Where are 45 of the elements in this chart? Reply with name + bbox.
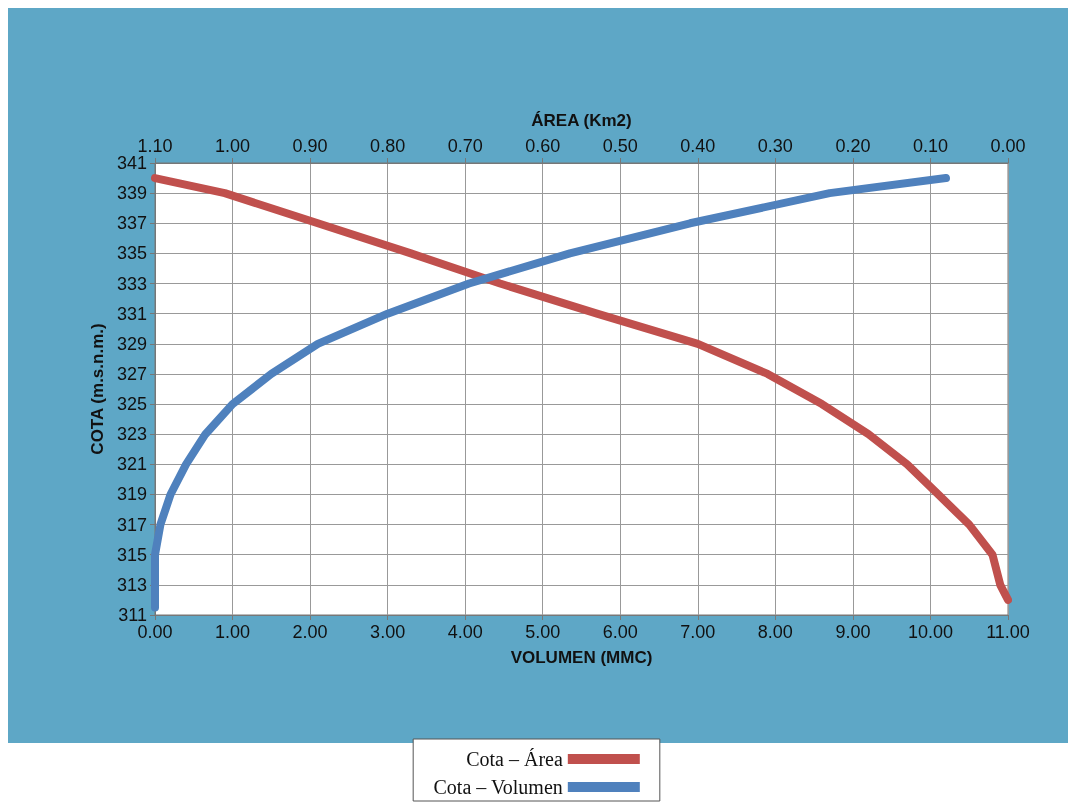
legend-label: Cota – Área: [466, 748, 563, 770]
x2-tick-label: 0.20: [835, 136, 871, 156]
x2-tick-label: 0.90: [292, 136, 328, 156]
x-tick-label: 0.00: [137, 622, 173, 642]
x2-axis-title: ÁREA (Km2): [531, 111, 632, 130]
x-axis-title: VOLUMEN (MMC): [510, 648, 653, 667]
x2-tick-label: 1.00: [215, 136, 251, 156]
x-tick-label: 10.00: [907, 622, 953, 642]
y-tick-label: 337: [116, 213, 147, 234]
y-tick-label: 319: [116, 484, 147, 505]
x2-tick-label: 0.80: [370, 136, 406, 156]
x-tick-label: 9.00: [835, 622, 871, 642]
y-tick-label: 339: [116, 183, 147, 204]
y-tick-label: 315: [116, 544, 147, 565]
y-axis-title: COTA (m.s.n.m.): [88, 323, 108, 455]
y-tick-label: 327: [116, 363, 147, 384]
x-tick-label: 3.00: [370, 622, 406, 642]
y-tick-label: 335: [116, 243, 147, 264]
y-tick-label: 317: [116, 514, 147, 535]
x2-tick-label: 0.40: [680, 136, 716, 156]
x-tick-label: 8.00: [757, 622, 793, 642]
x-tick-label: 6.00: [602, 622, 638, 642]
y-tick-label: 329: [116, 333, 147, 354]
x2-tick-label: 0.00: [990, 136, 1026, 156]
x2-tick-label: 0.60: [525, 136, 561, 156]
y-tick-label: 311: [118, 605, 147, 625]
x-tick-label: 11.00: [986, 622, 1030, 642]
x-tick-label: 7.00: [680, 622, 716, 642]
x-tick-label: 5.00: [525, 622, 561, 642]
x-tick-label: 1.00: [215, 622, 251, 642]
x2-tick-label: 0.50: [602, 136, 638, 156]
y-tick-label: 331: [116, 303, 147, 324]
y-tick-label: 323: [116, 424, 147, 445]
y-tick-label: 333: [116, 273, 147, 294]
y-tick-label: 313: [116, 574, 147, 595]
y-tick-label: 325: [116, 394, 147, 415]
x2-tick-label: 0.10: [912, 136, 948, 156]
x2-tick-label: 1.10: [137, 136, 173, 156]
legend-label: Cota – Volumen: [433, 776, 563, 798]
x-tick-label: 4.00: [447, 622, 483, 642]
x2-tick-label: 0.30: [757, 136, 793, 156]
y-tick-label: 341: [116, 153, 147, 173]
x-tick-label: 2.00: [292, 622, 328, 642]
x2-tick-label: 0.70: [447, 136, 483, 156]
y-tick-label: 321: [116, 454, 147, 475]
